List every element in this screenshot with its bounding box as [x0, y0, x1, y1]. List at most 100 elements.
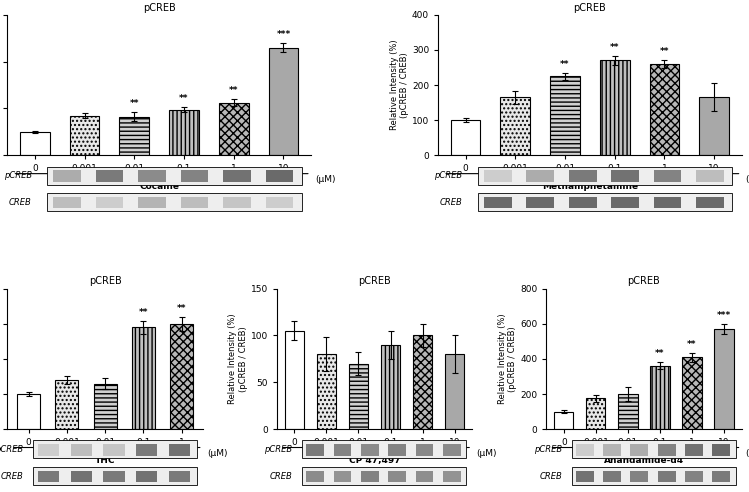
- Bar: [303, 467, 466, 485]
- Bar: [37, 471, 59, 482]
- Text: (μM): (μM): [315, 175, 336, 184]
- Title: pCREB: pCREB: [88, 277, 121, 286]
- Bar: [618, 394, 637, 429]
- Bar: [139, 197, 166, 209]
- Bar: [47, 193, 302, 211]
- Bar: [20, 132, 49, 155]
- Bar: [527, 170, 554, 182]
- Title: pCREB: pCREB: [628, 277, 661, 286]
- Title: pCREB: pCREB: [574, 2, 606, 13]
- Bar: [697, 197, 724, 209]
- Bar: [381, 345, 400, 429]
- Bar: [576, 444, 593, 456]
- Bar: [416, 444, 434, 456]
- Bar: [443, 444, 461, 456]
- Title: pCREB: pCREB: [143, 2, 175, 13]
- Bar: [611, 197, 639, 209]
- Bar: [136, 444, 157, 456]
- Bar: [445, 354, 464, 429]
- Text: (μM): (μM): [746, 175, 749, 184]
- Bar: [96, 197, 124, 209]
- Bar: [631, 444, 648, 456]
- Bar: [169, 471, 190, 482]
- Bar: [576, 471, 593, 482]
- Bar: [631, 471, 648, 482]
- Bar: [685, 444, 703, 456]
- Bar: [389, 444, 406, 456]
- Bar: [136, 471, 157, 482]
- Bar: [70, 444, 92, 456]
- Bar: [569, 197, 596, 209]
- Bar: [658, 471, 676, 482]
- Text: **: **: [177, 304, 187, 312]
- Bar: [170, 324, 193, 429]
- Bar: [413, 336, 432, 429]
- Text: CREB: CREB: [539, 471, 562, 481]
- Bar: [712, 444, 730, 456]
- Bar: [181, 197, 208, 209]
- Bar: [219, 103, 249, 155]
- Bar: [650, 366, 670, 429]
- Bar: [682, 357, 702, 429]
- Bar: [569, 170, 596, 182]
- Bar: [303, 440, 466, 459]
- Text: Cocaine: Cocaine: [139, 182, 179, 191]
- Bar: [119, 117, 149, 155]
- Bar: [169, 444, 190, 456]
- Bar: [527, 197, 554, 209]
- Text: **: **: [655, 349, 664, 358]
- Text: Methamphetamine: Methamphetamine: [542, 182, 638, 191]
- Bar: [484, 197, 512, 209]
- Bar: [70, 116, 100, 155]
- Bar: [389, 471, 406, 482]
- Bar: [94, 384, 117, 429]
- Text: ***: ***: [717, 310, 731, 320]
- Bar: [654, 197, 682, 209]
- Bar: [712, 471, 730, 482]
- Bar: [53, 197, 81, 209]
- Bar: [571, 440, 736, 459]
- Bar: [317, 354, 336, 429]
- Text: CREB: CREB: [440, 198, 462, 207]
- Text: (μM): (μM): [746, 449, 749, 458]
- Bar: [571, 467, 736, 485]
- Bar: [103, 444, 124, 456]
- Bar: [611, 170, 639, 182]
- Text: pCREB: pCREB: [434, 171, 462, 180]
- Bar: [550, 76, 580, 155]
- Text: THC: THC: [95, 456, 115, 465]
- Bar: [700, 97, 729, 155]
- Text: **: **: [130, 99, 139, 108]
- Text: pCREB: pCREB: [534, 445, 562, 454]
- Bar: [139, 170, 166, 182]
- Text: **: **: [560, 60, 570, 68]
- Bar: [285, 331, 304, 429]
- Text: **: **: [139, 308, 148, 317]
- Text: CREB: CREB: [270, 471, 293, 481]
- Bar: [269, 48, 298, 155]
- Text: Anandamide-d4: Anandamide-d4: [604, 456, 684, 465]
- Bar: [33, 467, 197, 485]
- Bar: [96, 170, 124, 182]
- Bar: [70, 471, 92, 482]
- Bar: [478, 193, 733, 211]
- Bar: [416, 471, 434, 482]
- Y-axis label: Relative Intensity (%)
(pCREB / CREB): Relative Intensity (%) (pCREB / CREB): [228, 313, 248, 404]
- Y-axis label: Relative Intensity (%)
(pCREB / CREB): Relative Intensity (%) (pCREB / CREB): [389, 40, 409, 130]
- Bar: [649, 64, 679, 155]
- Y-axis label: Relative Intensity (%)
(pCREB / CREB): Relative Intensity (%) (pCREB / CREB): [498, 313, 518, 404]
- Bar: [223, 197, 251, 209]
- Bar: [685, 471, 703, 482]
- Bar: [17, 394, 40, 429]
- Bar: [478, 166, 733, 184]
- Bar: [55, 380, 79, 429]
- Bar: [103, 471, 124, 482]
- Text: CREB: CREB: [9, 198, 31, 207]
- Bar: [33, 440, 197, 459]
- Bar: [500, 97, 530, 155]
- Text: (μM): (μM): [476, 449, 497, 458]
- Bar: [169, 110, 199, 155]
- Text: pCREB: pCREB: [264, 445, 293, 454]
- Text: pCREB: pCREB: [0, 445, 23, 454]
- Bar: [451, 120, 480, 155]
